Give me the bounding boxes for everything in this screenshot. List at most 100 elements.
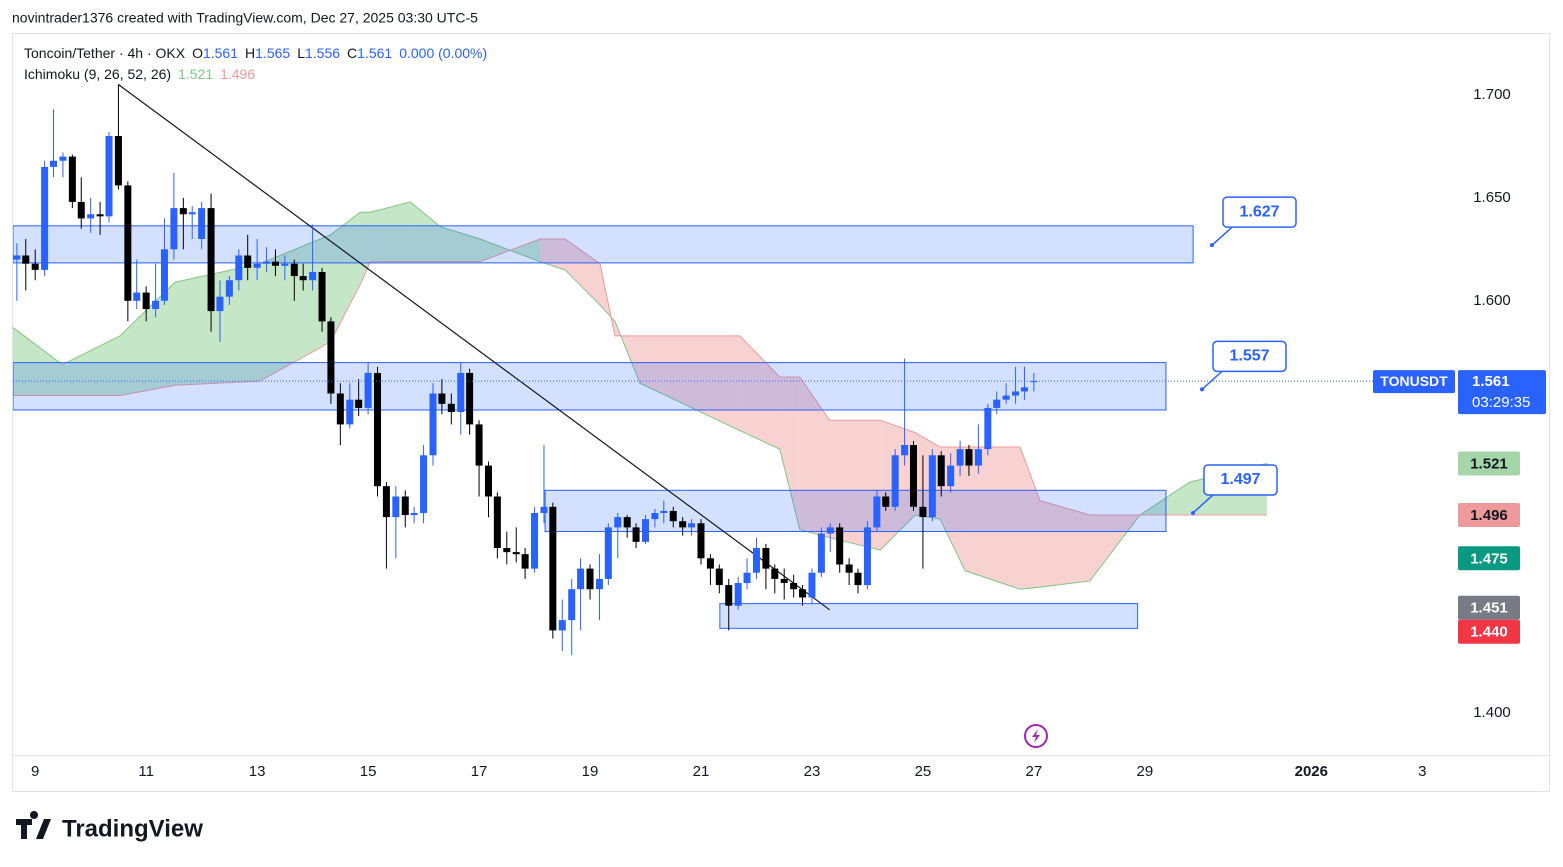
zone xyxy=(719,603,1139,629)
candle-body xyxy=(336,393,344,425)
candle-body xyxy=(521,554,529,569)
cloud-fill xyxy=(565,239,601,305)
candle-body xyxy=(346,399,354,425)
cloud-fill xyxy=(13,327,63,396)
candle-body xyxy=(1020,387,1028,392)
price-badge xyxy=(1458,595,1520,620)
candle-body xyxy=(873,496,881,528)
candle-body xyxy=(420,455,428,513)
y-tick-label: 1.650 xyxy=(1473,189,1511,206)
candle-body xyxy=(382,486,390,518)
zone xyxy=(13,225,1194,264)
candle-body xyxy=(114,136,122,186)
price-badge-label: 1.475 xyxy=(1470,550,1508,567)
candle-body xyxy=(919,506,927,518)
candle-body xyxy=(836,527,844,565)
candle-body xyxy=(706,558,714,569)
candle-body xyxy=(558,620,566,631)
candle-body xyxy=(1012,391,1020,396)
ichimoku-span-b xyxy=(13,238,1267,516)
candle-body xyxy=(290,263,298,277)
price-badge xyxy=(1458,503,1520,528)
legend-symbol: Toncoin/Tether · 4h · OKX xyxy=(24,45,186,61)
candle-body xyxy=(77,201,85,219)
cloud-fill xyxy=(440,226,481,262)
x-tick-label: 21 xyxy=(693,763,710,780)
candle-body xyxy=(152,300,160,310)
x-tick-label: 3 xyxy=(1418,763,1426,780)
candle-body xyxy=(299,276,307,281)
ohlc-value: 1.561 xyxy=(357,45,392,61)
ichimoku-span-a xyxy=(13,201,1268,590)
candle-body xyxy=(318,271,326,322)
cloud-fill xyxy=(965,447,1021,590)
indicator-value: 1.521 xyxy=(178,66,213,82)
indicator-value: 1.496 xyxy=(220,66,255,82)
candle-body xyxy=(41,166,49,270)
cloud-fill xyxy=(739,335,780,450)
callout-anchor xyxy=(1210,243,1214,248)
cloud-fill xyxy=(829,420,881,551)
candle-body xyxy=(752,548,760,573)
candle-body xyxy=(179,208,187,215)
candle-body xyxy=(244,255,252,268)
candle-body xyxy=(577,568,585,590)
candle-body xyxy=(974,449,982,466)
candle-body xyxy=(688,523,696,528)
candle-body xyxy=(22,255,30,264)
cloud-fill xyxy=(410,201,441,262)
callout-box xyxy=(1212,340,1287,373)
candle-body xyxy=(503,548,511,553)
candle-body xyxy=(188,212,196,215)
candle-body xyxy=(725,585,733,606)
cloud-fill xyxy=(175,263,260,386)
candle-body xyxy=(715,568,723,586)
price-badge xyxy=(1458,451,1520,476)
x-tick-label: 29 xyxy=(1137,763,1154,780)
ohlc-value: 1.565 xyxy=(255,45,290,61)
candle-body xyxy=(401,496,409,516)
attribution: novintrader1376 created with TradingView… xyxy=(12,10,478,26)
x-tick-label: 27 xyxy=(1026,763,1043,780)
candle-body xyxy=(327,321,335,394)
candle-body xyxy=(642,519,650,542)
candle-body xyxy=(614,517,622,528)
candle-body xyxy=(355,399,363,408)
candle-body xyxy=(31,263,39,270)
symbol-badge-label: TONUSDT xyxy=(1380,373,1448,389)
candle-body xyxy=(854,572,862,586)
overlay: 1.400 1.600 1.650 1.700 9 11 13 15 17 19 21 23 25 27 2… xyxy=(13,86,1546,780)
candle-body xyxy=(235,255,243,281)
candle-body xyxy=(956,449,964,466)
x-tick-label: 9 xyxy=(31,763,39,780)
candle-body xyxy=(817,533,825,573)
candle-body xyxy=(586,568,594,590)
y-tick-label: 1.600 xyxy=(1473,292,1511,309)
candle-body xyxy=(965,449,973,466)
price-badge-label: 1.440 xyxy=(1470,624,1508,641)
candle-body xyxy=(651,512,659,520)
cloud-fill xyxy=(799,377,830,538)
countdown: 03:29:35 xyxy=(1472,394,1530,411)
ohlc-change: 0.000 (0.00%) xyxy=(399,45,487,61)
candle-body xyxy=(124,185,132,301)
callout-anchor xyxy=(1200,387,1204,392)
candle-body xyxy=(207,208,215,312)
candle-body xyxy=(623,517,631,528)
candle-body xyxy=(466,372,474,425)
candle-body xyxy=(374,372,382,487)
candle-body xyxy=(808,572,816,598)
callout-label: 1.627 xyxy=(1239,203,1279,220)
candle-body xyxy=(697,523,705,559)
callout-pointer xyxy=(1192,494,1214,514)
candle-body xyxy=(891,455,899,507)
zone xyxy=(13,362,1167,411)
indicator-name: Ichimoku (9, 26, 52, 26) xyxy=(24,66,171,82)
cloud-fill xyxy=(62,335,121,396)
candle-body xyxy=(392,496,400,518)
x-tick-label: 17 xyxy=(471,763,488,780)
candle-body xyxy=(87,214,95,219)
x-tick-label: 2026 xyxy=(1295,763,1328,780)
x-tick-label: 23 xyxy=(804,763,821,780)
